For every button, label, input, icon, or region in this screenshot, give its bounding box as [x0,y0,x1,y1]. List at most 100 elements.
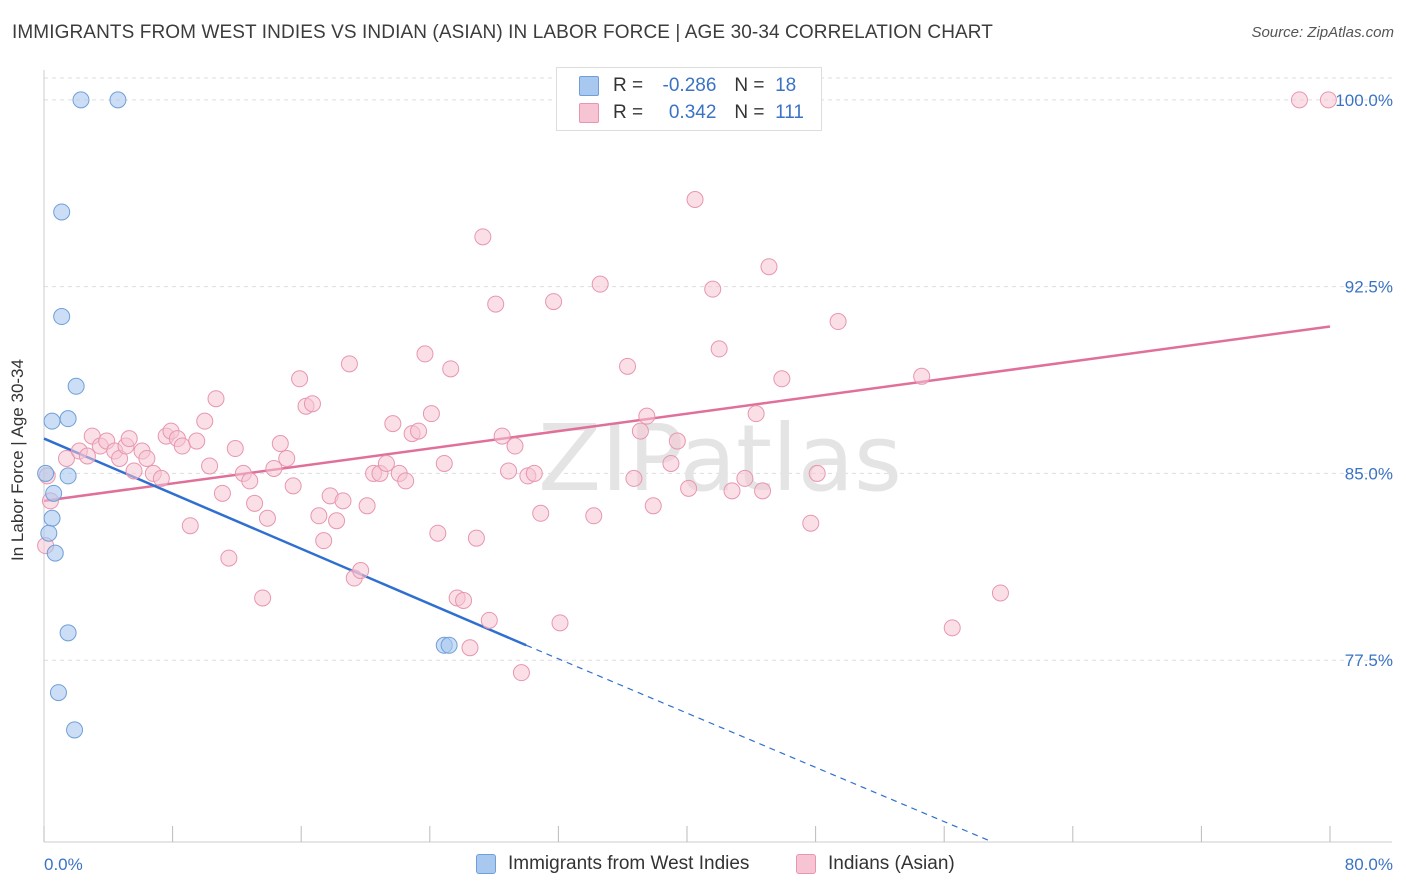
indians-asian-point [455,591,473,609]
indians-asian-point [120,430,138,448]
legend-n-label: N = [734,75,765,96]
west-indies-point [440,636,458,654]
indians-asian-point [773,370,791,388]
chart-title: IMMIGRANTS FROM WEST INDIES VS INDIAN (A… [12,22,993,43]
bottom-legend-west-indies: Immigrants from West Indies [476,852,749,876]
west-indies-point [40,524,58,542]
legend-n-value-blue: 18 [775,75,797,96]
indians-asian-point [680,479,698,497]
west-indies-point [59,467,77,485]
indians-asian-point [334,492,352,510]
correlation-legend: R = -0.286 N = 18 R = 0.342 N = 111 [556,67,822,131]
indians-asian-point [352,562,370,580]
west-indies-point [43,509,61,527]
indians-asian-point [723,482,741,500]
legend-n-value-pink: 111 [775,102,804,123]
indians-asian-point [78,447,96,465]
bottom-legend-swatch-blue [476,854,496,874]
y-tick-label: 100.0% [1335,91,1393,110]
indians-asian-point [644,497,662,515]
legend-row-indians: R = 0.342 N = 111 [579,100,804,126]
west-indies-point [37,464,55,482]
west-indies-point [53,203,71,221]
indians-asian-point [429,524,447,542]
west-indies-trend-line [43,437,527,647]
west-indies-point [43,412,61,430]
tick-labels: 77.5% 85.0% 92.5% 100.0% 0.0% 80.0% [44,91,1393,874]
indians-asian-point [377,454,395,472]
indians-asian-point [551,614,569,632]
indians-asian-point [1319,91,1337,109]
grid [44,77,1392,661]
indians-asian-point [173,437,191,455]
indians-asian-point [619,357,637,375]
indians-asian-point [213,484,231,502]
indians-asian-points [37,91,1337,682]
indians-asian-point [284,477,302,495]
legend-r-value-blue: -0.286 [662,75,717,96]
legend-n-label: N = [734,102,765,123]
indians-asian-point [207,390,225,408]
indians-asian-point [384,415,402,433]
x-tick-label-min: 0.0% [44,855,83,874]
indians-asian-point [315,532,333,550]
legend-swatch-pink [579,103,599,123]
y-tick-label: 92.5% [1345,278,1393,297]
y-tick-label: 85.0% [1345,464,1393,483]
bottom-legend-label-pink: Indians (Asian) [828,853,955,874]
indians-asian-point [152,469,170,487]
indians-asian-point [188,432,206,450]
indians-asian-point [310,507,328,525]
indians-asian-point [704,280,722,298]
indians-asian-point [506,437,524,455]
indians-asian-point [662,454,680,472]
west-indies-point [72,91,90,109]
indians-asian-point [467,529,485,547]
indians-asian-point [532,504,550,522]
indians-asian-point [493,427,511,445]
indians-asian-point [258,509,276,527]
legend-row-west-indies: R = -0.286 N = 18 [579,73,796,99]
indians-asian-point [638,407,656,425]
indians-asian-point [58,449,76,467]
indians-asian-point [829,313,847,331]
indians-asian-point [1290,91,1308,109]
indians-asian-point [500,462,518,480]
indians-asian-point [416,345,434,363]
west-indies-point [109,91,127,109]
indians-asian-point [668,432,686,450]
legend-swatch-blue [579,76,599,96]
legend-r-label: R = [613,75,644,96]
indians-asian-point [591,275,609,293]
indians-asian-point [710,340,728,358]
axes [43,70,1392,843]
indians-asian-point [631,422,649,440]
indians-asian-point [241,472,259,490]
x-tick-label-max: 80.0% [1345,855,1393,874]
indians-asian-point [340,355,358,373]
west-indies-point [45,484,63,502]
indians-asian-point [201,457,219,475]
indians-asian-point [686,190,704,208]
indians-asian-point [422,405,440,423]
indians-asian-point [254,589,272,607]
indians-asian-point [138,449,156,467]
indians-asian-point [196,412,214,430]
west-indies-point [49,684,67,702]
indians-asian-point [246,494,264,512]
indians-asian-point [802,514,820,532]
west-indies-points [37,91,458,739]
watermark: ZIPatlas [538,405,902,512]
indians-asian-point [397,472,415,490]
indians-asian-point [754,482,772,500]
trend-lines [43,325,1331,843]
west-indies-point [59,624,77,642]
indians-asian-point [125,462,143,480]
indians-asian-point [487,295,505,313]
y-tick-label: 77.5% [1345,651,1393,670]
indians-asian-point [328,512,346,530]
indians-asian-point [913,367,931,385]
indians-asian-point [545,293,563,311]
indians-asian-point [480,611,498,629]
